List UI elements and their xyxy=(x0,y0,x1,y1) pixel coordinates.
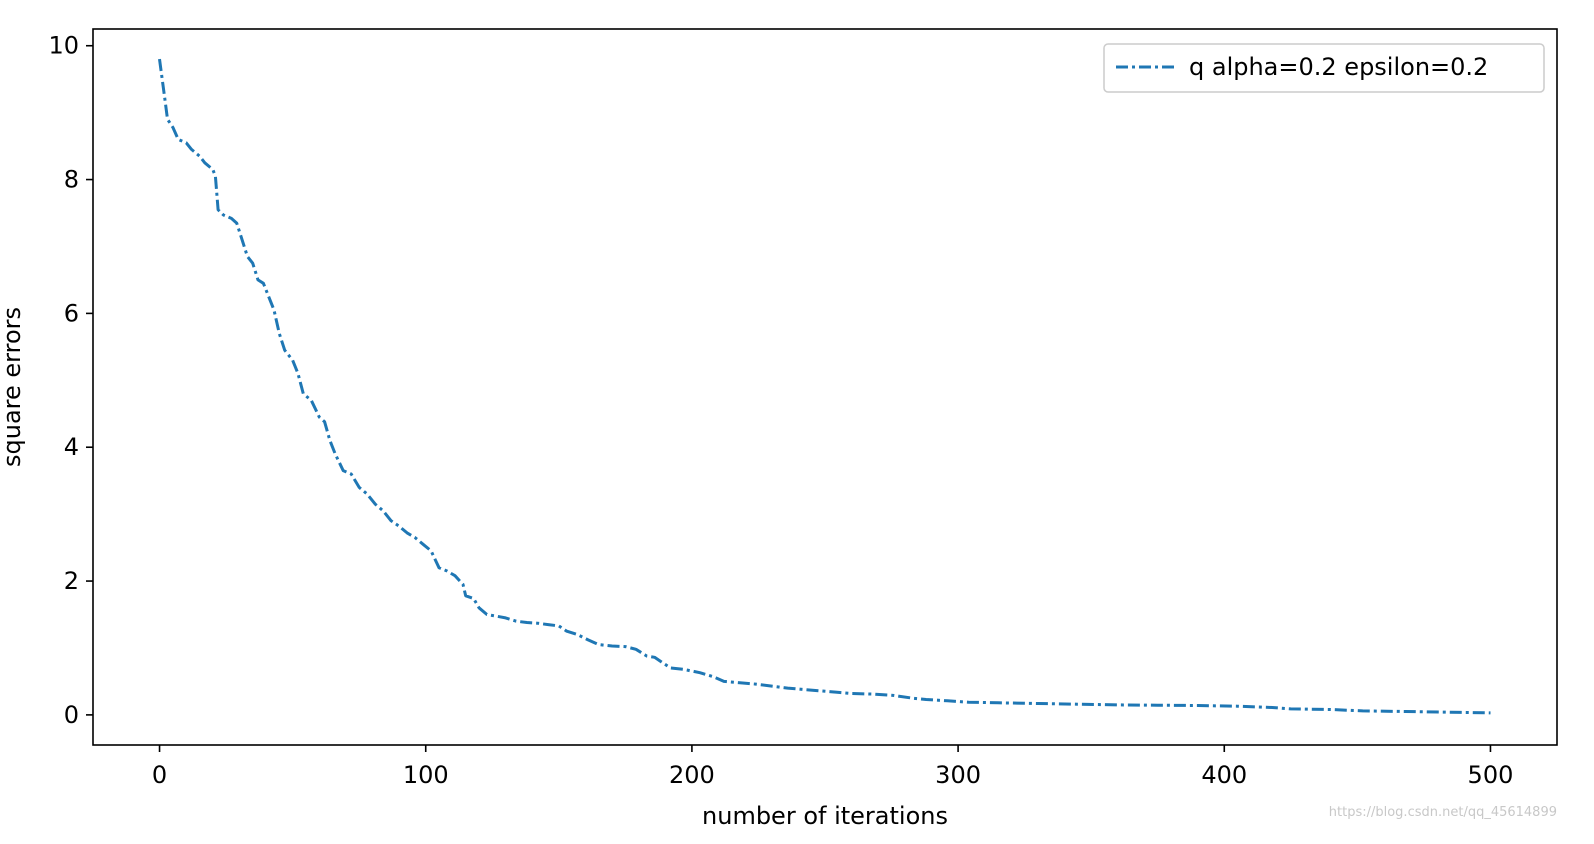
x-tick-label: 400 xyxy=(1201,761,1247,789)
y-axis: 0 2 4 6 8 10 xyxy=(48,32,93,729)
x-tick-label: 300 xyxy=(935,761,981,789)
y-tick-label: 10 xyxy=(48,32,79,60)
plot-area xyxy=(93,29,1557,745)
series-line xyxy=(158,58,1491,715)
series-layer xyxy=(158,58,1491,715)
y-tick-label: 2 xyxy=(64,567,79,595)
y-tick-label: 6 xyxy=(64,299,79,327)
x-tick-label: 0 xyxy=(152,761,167,789)
y-tick-label: 8 xyxy=(64,166,79,194)
x-tick-label: 100 xyxy=(403,761,449,789)
x-tick-label: 500 xyxy=(1468,761,1514,789)
legend: q alpha=0.2 epsilon=0.2 xyxy=(1103,43,1545,93)
legend-box xyxy=(1103,43,1545,93)
legend-entry-label: q alpha=0.2 epsilon=0.2 xyxy=(1189,53,1488,81)
x-axis-label: number of iterations xyxy=(702,802,948,830)
y-axis-label: square errors xyxy=(0,307,26,467)
x-axis: 0 100 200 300 400 500 xyxy=(152,745,1513,789)
x-tick-label: 200 xyxy=(669,761,715,789)
y-tick-label: 4 xyxy=(64,433,79,461)
watermark-text: https://blog.csdn.net/qq_45614899 xyxy=(1329,805,1557,820)
y-tick-label: 0 xyxy=(64,701,79,729)
plot-frame xyxy=(92,28,1558,746)
